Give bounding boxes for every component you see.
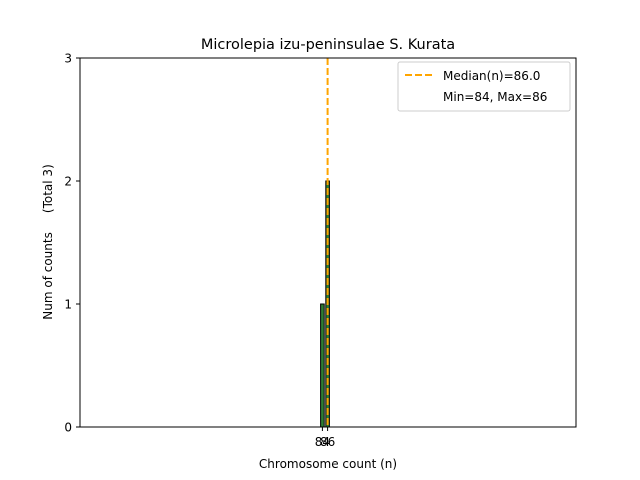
legend: Median(n)=86.0 Min=84, Max=86 xyxy=(397,61,571,112)
bar-84 xyxy=(320,303,325,428)
y-axis-ticks: 0 1 2 3 xyxy=(64,52,80,435)
y-axis-label: Num of counts (Total 3) xyxy=(41,164,55,319)
plot-area xyxy=(320,58,330,428)
legend-minmax-label: Min=84, Max=86 xyxy=(443,90,547,104)
legend-box xyxy=(397,61,571,112)
y-tick-label: 1 xyxy=(64,298,72,312)
y-tick-label: 0 xyxy=(64,421,72,435)
y-tick-label: 3 xyxy=(64,52,72,66)
chart-title: Microlepia izu-peninsulae S. Kurata xyxy=(201,37,455,53)
x-tick-label: 86 xyxy=(320,435,335,449)
x-tick-label: 84 xyxy=(315,435,330,449)
y-tick-label: 2 xyxy=(64,175,72,189)
legend-median-label: Median(n)=86.0 xyxy=(443,69,540,83)
x-axis-label: Chromosome count (n) xyxy=(259,457,397,471)
